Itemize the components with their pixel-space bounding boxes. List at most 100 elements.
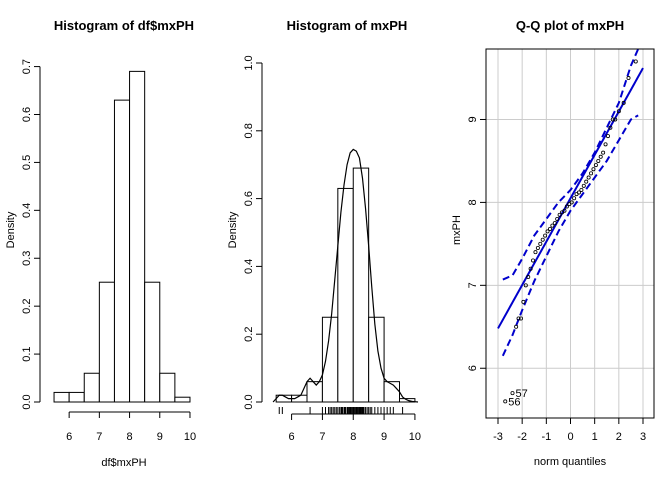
- chart-title: Histogram of mxPH: [287, 18, 408, 33]
- x-tick-label: 3: [640, 431, 646, 443]
- qq-point: [584, 179, 589, 184]
- y-tick-label: 0.1: [21, 346, 33, 361]
- qq-point: [503, 399, 508, 404]
- x-tick-label: 7: [319, 431, 325, 443]
- y-tick-label: 7: [467, 282, 479, 288]
- qq-point: [608, 125, 613, 130]
- qq-point: [616, 109, 621, 114]
- qq-point: [526, 275, 531, 280]
- qq-point: [589, 171, 594, 176]
- qq-point: [603, 142, 608, 147]
- chart-title: Histogram of df$mxPH: [54, 18, 194, 33]
- y-tick-label: 0.2: [21, 299, 33, 314]
- chart-title: Q-Q plot of mxPH: [516, 18, 624, 33]
- y-tick-label: 8: [467, 199, 479, 205]
- qq-point: [569, 200, 574, 205]
- x-tick-label: 7: [96, 431, 102, 443]
- y-tick-label: 0.6: [21, 107, 33, 122]
- qq-point: [540, 237, 545, 242]
- histogram-bar: [352, 167, 370, 403]
- qq-point: [543, 233, 548, 238]
- qq-point: [613, 117, 618, 122]
- x-tick-label: 6: [66, 431, 72, 443]
- reference-line: [497, 67, 644, 329]
- qq-point: [528, 266, 533, 271]
- y-tick-label: 0.5: [21, 155, 33, 170]
- qq-point: [576, 190, 581, 195]
- x-tick-label: 8: [127, 431, 133, 443]
- qq-point: [523, 283, 528, 288]
- qq-point: [518, 316, 523, 321]
- histogram-bar: [68, 391, 85, 403]
- y-tick-label: 0.0: [243, 394, 255, 409]
- qq-point: [535, 246, 540, 251]
- y-tick-label: 9: [467, 116, 479, 122]
- x-tick-label: 2: [616, 431, 622, 443]
- panel-qq: Q-Q plot of mxPH norm quantiles mxPH 575…: [451, 18, 655, 468]
- y-tick-label: 0.0: [21, 394, 33, 409]
- histogram-bar: [144, 281, 161, 403]
- qq-point: [547, 226, 552, 231]
- bars: [53, 70, 191, 403]
- qq-point: [572, 196, 577, 201]
- y-tick-label: 6: [467, 365, 479, 371]
- x-tick-label: -2: [517, 431, 527, 443]
- qq-point: [555, 216, 560, 221]
- qq-point: [621, 100, 626, 105]
- qq-point: [557, 212, 562, 217]
- histogram-bar: [53, 391, 70, 403]
- histogram-bar: [368, 316, 385, 403]
- envelope-lower-line: [501, 114, 639, 357]
- x-tick-label: 8: [350, 431, 356, 443]
- x-axis-label: df$mxPH: [101, 457, 146, 469]
- x-tick-label: 10: [184, 431, 196, 443]
- point-label: 57: [516, 388, 528, 400]
- histogram-bar: [98, 281, 115, 403]
- qq-point: [510, 391, 515, 396]
- qq-point: [596, 158, 601, 163]
- qq-point: [626, 76, 631, 81]
- qq-point: [591, 167, 596, 172]
- x-tick-label: 9: [157, 431, 163, 443]
- qq-point: [610, 117, 615, 122]
- x-ticks: 6 7 8 9 10: [289, 414, 421, 443]
- grid: [486, 49, 654, 418]
- bars: [275, 167, 416, 403]
- histogram-bar: [306, 381, 323, 403]
- x-tick-label: 6: [289, 431, 295, 443]
- panel-hist-df: Histogram of df$mxPH df$mxPH Density 6 7 8…: [5, 18, 196, 469]
- qq-point: [521, 299, 526, 304]
- qq-point: [564, 204, 569, 209]
- qq-point: [516, 316, 521, 321]
- qq-point: [538, 241, 543, 246]
- qq-point: [581, 183, 586, 188]
- envelope-upper-line: [502, 48, 640, 281]
- x-tick-label: -3: [493, 431, 503, 443]
- qq-point: [533, 250, 538, 255]
- y-axis-label: Density: [227, 211, 239, 248]
- qq-point: [633, 59, 638, 64]
- qq-point: [601, 150, 606, 155]
- qq-point: [593, 163, 598, 168]
- x-tick-label: 9: [381, 431, 387, 443]
- qq-point: [586, 175, 591, 180]
- histogram-bar: [83, 372, 100, 403]
- panel-hist-mx: Histogram of mxPH Density 6 7 8 9 10 0.00.20…: [227, 18, 421, 443]
- y-tick-label: 0.3: [21, 251, 33, 266]
- qq-point: [531, 258, 536, 263]
- y-tick-label: 0.4: [21, 203, 33, 218]
- point-label: 56: [508, 396, 520, 408]
- y-axis-label: Density: [5, 211, 17, 248]
- y-tick-label: 0.2: [243, 327, 255, 342]
- qq-point: [545, 229, 550, 234]
- y-ticks: 0.0 0.2 0.4 0.6 0.8 1.0: [243, 55, 262, 410]
- x-ticks: -3 -2 -1 0 1 2 3: [493, 418, 646, 443]
- qq-point: [562, 208, 567, 213]
- qq-point: [598, 154, 603, 159]
- histogram-bar: [113, 99, 131, 403]
- y-tick-label: 0.7: [21, 59, 33, 74]
- x-tick-label: 0: [567, 431, 573, 443]
- x-ticks: 6 7 8 9 10: [66, 412, 196, 443]
- x-tick-label: -1: [541, 431, 551, 443]
